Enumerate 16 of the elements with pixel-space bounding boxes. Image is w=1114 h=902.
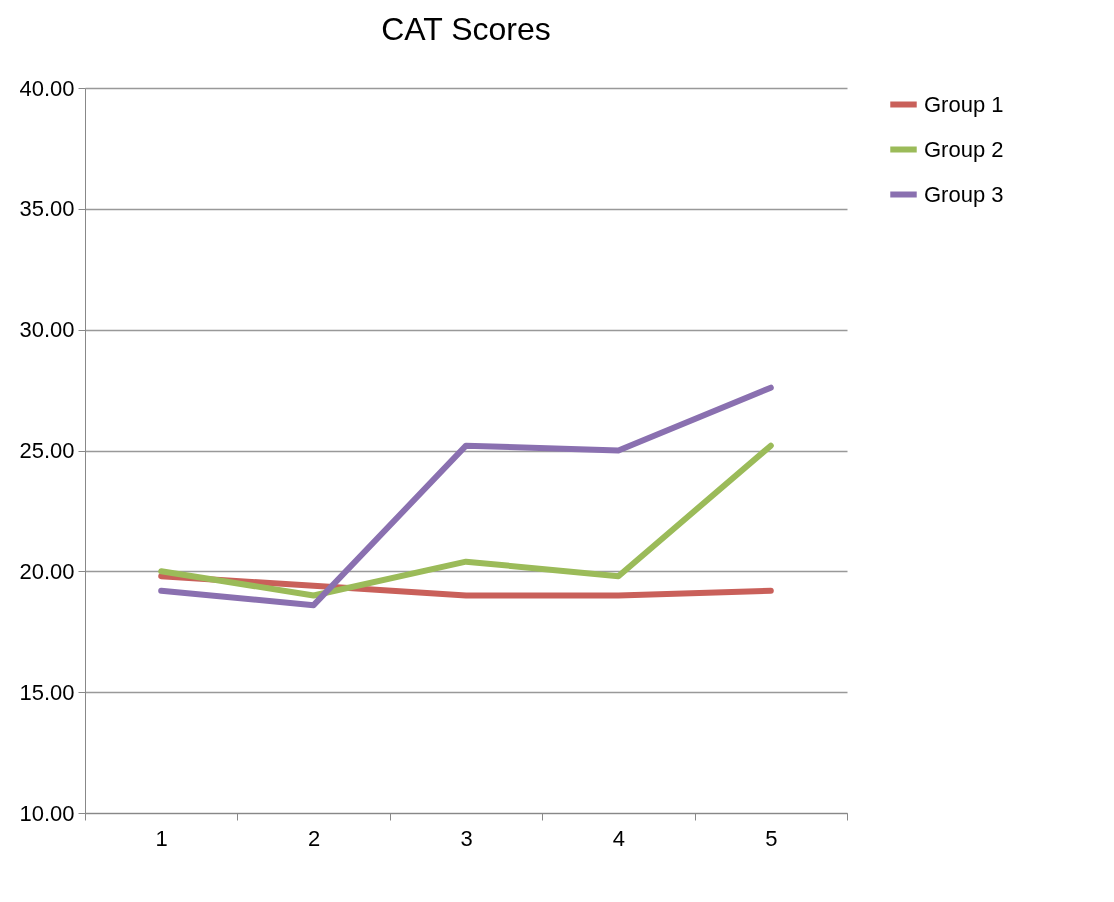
x-tick-label: 1: [155, 825, 168, 851]
x-tick-label: 3: [460, 825, 473, 851]
x-tick-label: 2: [307, 825, 321, 851]
x-tick-label: 4: [612, 825, 626, 851]
legend-label: Group 3: [924, 181, 1004, 207]
legend-label: Group 1: [924, 91, 1004, 117]
y-tick-label: 30.00: [19, 317, 75, 343]
chart-title: CAT Scores: [381, 11, 551, 47]
legend-label: Group 2: [924, 136, 1004, 162]
y-tick-label: 40.00: [19, 75, 75, 101]
x-tick-label: 5: [765, 825, 778, 851]
y-tick-label: 10.00: [19, 800, 75, 826]
y-tick-label: 15.00: [19, 679, 75, 705]
y-tick-label: 35.00: [19, 196, 75, 222]
y-tick-label: 25.00: [19, 438, 75, 463]
y-tick-label: 20.00: [19, 558, 75, 584]
